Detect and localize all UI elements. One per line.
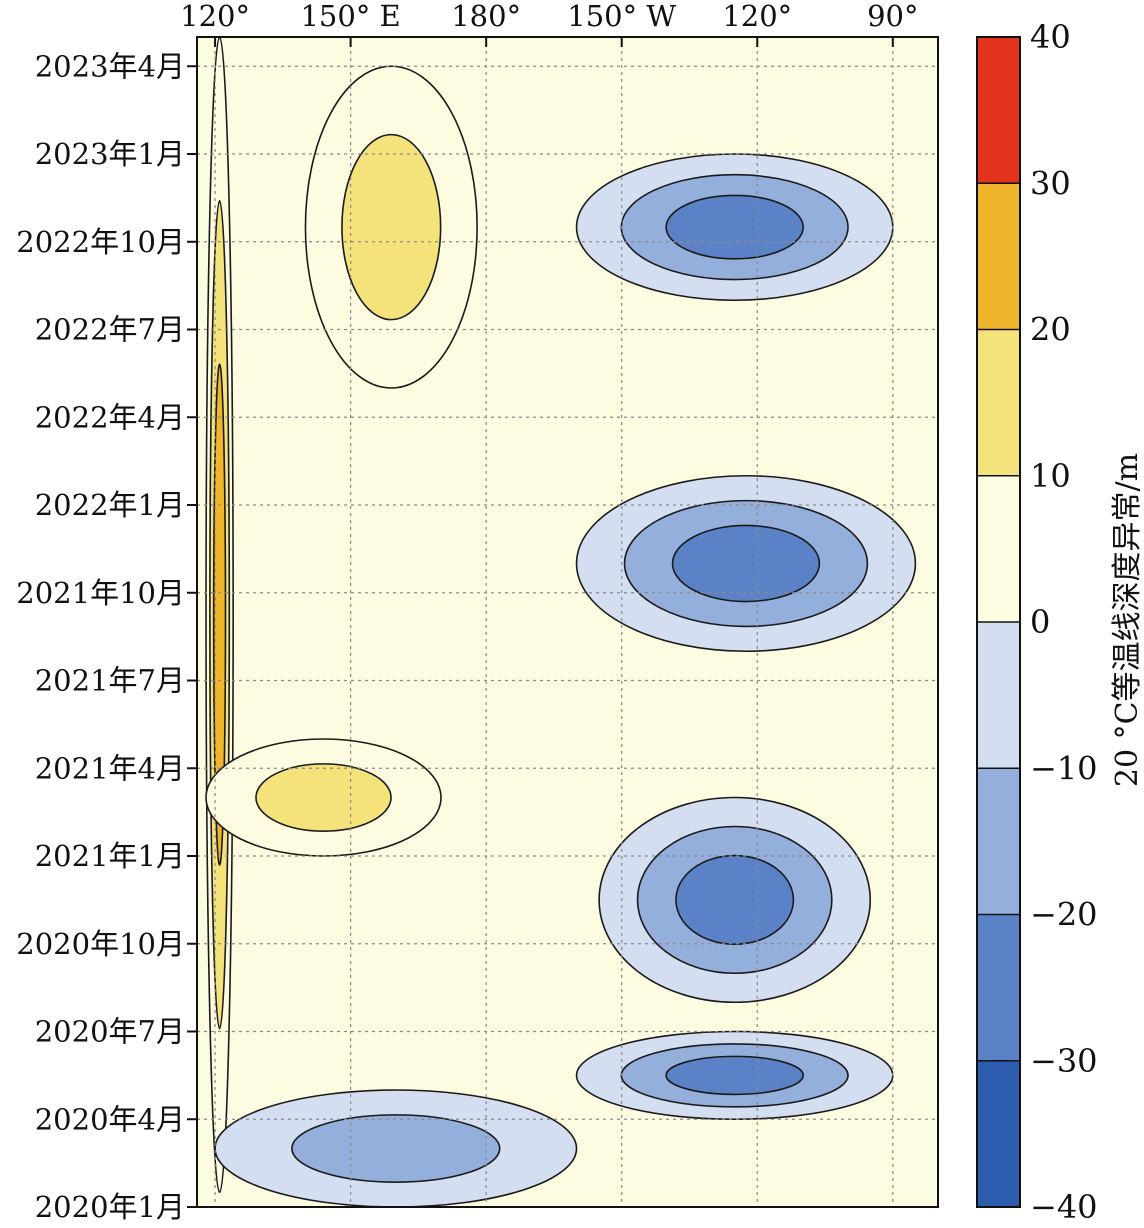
y-tick-label-11: 2022年10月	[16, 225, 185, 259]
x-tick-label-5: 90°	[867, 0, 918, 33]
colorbar-tick-label-3: −10	[1030, 749, 1098, 787]
colorbar-segment-5	[977, 329, 1020, 476]
x-tick-label-4: 120°	[722, 0, 792, 33]
y-tick-label-2: 2020年7月	[35, 1015, 185, 1049]
y-tick-label-1: 2020年4月	[35, 1102, 185, 1136]
x-tick-label-1: 150° E	[300, 0, 400, 33]
colorbar-tick-label-0: −40	[1030, 1188, 1098, 1226]
y-tick-label-0: 2020年1月	[35, 1190, 185, 1224]
plot-area	[197, 37, 938, 1207]
colorbar-segment-2	[977, 768, 1020, 915]
anomaly-contour-3-3	[665, 194, 805, 260]
grid	[197, 37, 938, 1208]
y-tick-label-8: 2022年1月	[35, 488, 185, 522]
colorbar-tick-label-5: 10	[1030, 457, 1071, 495]
anomaly-contour-7-2	[291, 1114, 501, 1183]
colorbar-segment-3	[977, 622, 1020, 769]
colorbar-segment-7	[977, 37, 1020, 184]
colorbar-label: 20 °C等温线深度异常/m	[1110, 453, 1144, 787]
y-tick-label-6: 2021年7月	[35, 664, 185, 698]
anomaly-contour-5-3	[675, 854, 795, 946]
y-axis: 2020年1月 2020年4月 2020年7月 2020年10月 2021年1月 2021…	[16, 49, 197, 1224]
anomaly-contour-0-3	[212, 363, 227, 866]
plot-frame	[196, 36, 939, 1208]
x-tick-label-3: 150° W	[567, 0, 676, 33]
y-tick-label-4: 2021年1月	[35, 839, 185, 873]
y-tick-label-3: 2020年10月	[16, 927, 185, 961]
colorbar-tick-label-4: 0	[1030, 603, 1050, 641]
colorbar-segment-0	[977, 1060, 1020, 1207]
anomaly-contour-4-3	[671, 524, 821, 603]
y-tick-label-10: 2022年7月	[35, 313, 185, 347]
anomaly-contour-1-2	[341, 133, 442, 321]
x-tick-label-0: 120°	[180, 0, 250, 33]
y-tick-label-5: 2021年4月	[35, 751, 185, 785]
colorbar: −40 −30 −20 −10 0 10 20 30 40	[976, 18, 1098, 1226]
colorbar-tick-label-2: −20	[1030, 896, 1098, 934]
anomaly-contour-6-3	[665, 1055, 805, 1096]
y-tick-label-9: 2022年4月	[35, 400, 185, 434]
colorbar-tick-label-1: −30	[1030, 1042, 1098, 1080]
anomaly-contour-2-2	[255, 763, 392, 832]
colorbar-segment-6	[977, 183, 1020, 330]
colorbar-segment-4	[977, 475, 1020, 622]
y-tick-label-12: 2023年1月	[35, 137, 185, 171]
y-tick-label-13: 2023年4月	[35, 49, 185, 83]
colorbar-segment-1	[977, 914, 1020, 1061]
x-axis: 120° 150° E 180° 150° W 120° 90°	[180, 0, 919, 47]
y-tick-label-7: 2021年10月	[16, 576, 185, 610]
colorbar-tick-label-8: 40	[1030, 18, 1071, 56]
colorbar-tick-label-6: 20	[1030, 311, 1071, 349]
colorbar-tick-label-7: 30	[1030, 164, 1071, 202]
x-tick-label-2: 180°	[451, 0, 521, 33]
